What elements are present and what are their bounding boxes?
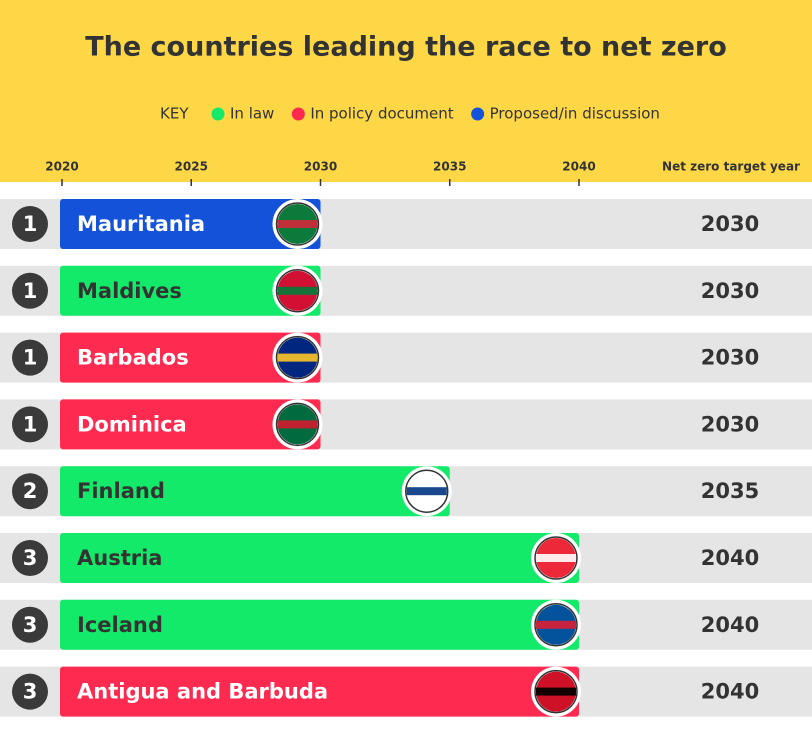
bar — [60, 599, 579, 650]
rank-label: 1 — [23, 412, 38, 436]
header-background — [0, 0, 812, 182]
flag-outline — [405, 469, 449, 513]
flag-stripe — [277, 220, 318, 228]
rank-label: 3 — [23, 613, 38, 637]
value-column-title: Net zero target year — [662, 160, 800, 174]
rank-badge — [12, 206, 48, 242]
rank-label: 3 — [23, 680, 38, 704]
flag-stripe — [536, 687, 576, 696]
rank-badge — [12, 473, 48, 510]
rank-label: 3 — [23, 546, 38, 570]
rank-label: 1 — [23, 346, 38, 370]
legend-label: Proposed/in discussion — [490, 105, 660, 123]
country-label: Dominica — [77, 412, 187, 436]
bar — [60, 265, 321, 316]
value-label: 2030 — [701, 212, 759, 236]
flag-outline — [534, 536, 578, 580]
rank-label: 2 — [23, 479, 38, 503]
country-label: Finland — [77, 479, 165, 503]
x-tick-label: 2035 — [433, 160, 466, 174]
country-label: Austria — [77, 546, 162, 570]
rank-badge — [12, 339, 48, 376]
x-tick-label: 2040 — [562, 160, 595, 174]
country-label: Barbados — [77, 346, 189, 370]
bar — [60, 533, 579, 583]
flag-outline — [275, 269, 320, 313]
flag-outline — [534, 669, 578, 714]
rank-badge — [12, 540, 48, 576]
x-tick-label: 2025 — [175, 160, 208, 174]
rank-label: 1 — [23, 212, 38, 236]
flag-stripe — [406, 487, 447, 496]
value-label: 2035 — [701, 479, 759, 503]
legend-label: In law — [230, 105, 274, 123]
x-tick-label: 2020 — [45, 160, 78, 174]
legend-swatch — [291, 107, 305, 121]
value-label: 2030 — [701, 346, 759, 370]
flag-outline — [275, 335, 320, 380]
value-label: 2040 — [701, 613, 759, 637]
country-label: Mauritania — [77, 212, 205, 236]
chart-title: The countries leading the race to net ze… — [85, 32, 727, 63]
flag-stripe — [536, 554, 576, 562]
country-label: Antigua and Barbuda — [77, 680, 328, 704]
rank-badge — [12, 272, 48, 309]
flag-outline — [275, 402, 320, 447]
country-label: Iceland — [77, 613, 163, 637]
value-label: 2030 — [701, 279, 759, 303]
rank-badge — [12, 673, 48, 710]
flag-outline — [534, 603, 578, 647]
rank-badge — [12, 406, 48, 443]
legend-swatch — [211, 107, 225, 121]
flag-outline — [275, 202, 320, 246]
bar — [60, 399, 321, 450]
bar — [60, 666, 579, 717]
flag-stripe — [277, 353, 318, 362]
flag-stripe — [277, 286, 318, 295]
legend-title: KEY — [160, 105, 189, 123]
x-tick-label: 2030 — [304, 160, 337, 174]
value-label: 2040 — [701, 546, 759, 570]
bar — [60, 332, 321, 383]
rank-label: 1 — [23, 279, 38, 303]
value-label: 2040 — [701, 680, 759, 704]
country-label: Maldives — [77, 279, 182, 303]
legend-label: In policy document — [310, 105, 453, 123]
value-label: 2030 — [701, 412, 759, 436]
bar — [60, 466, 450, 517]
rank-badge — [12, 606, 48, 643]
flag-stripe — [536, 620, 576, 629]
legend-swatch — [471, 107, 485, 121]
bar — [60, 199, 321, 249]
flag-stripe — [277, 420, 318, 429]
